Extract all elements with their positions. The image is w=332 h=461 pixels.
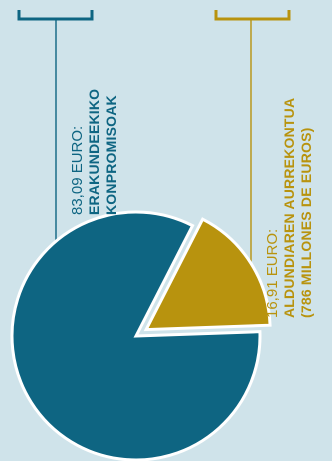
label-budget: 16,91 EURO: ALDUNDIAREN AURREKONTUA (786…: [264, 98, 315, 318]
label-budget-line-1: ALDUNDIAREN AURREKONTUA: [281, 97, 297, 318]
label-budget-amount: 16,91 EURO:: [264, 228, 281, 318]
label-institutional-amount: 83,09 EURO:: [69, 125, 86, 215]
bracket-institutional: [17, 10, 94, 21]
label-institutional: 83,09 EURO: ERAKUNDEEKIKO KONPROMISOAK: [69, 89, 120, 215]
bracket-budget: [214, 10, 291, 21]
label-institutional-line-1: ERAKUNDEEKIKO: [86, 88, 102, 215]
label-budget-line-2: (786 MILLONES DE EUROS): [298, 127, 314, 318]
pie-slice-institutional: [10, 210, 262, 461]
label-institutional-line-2: KONPROMISOAK: [103, 95, 119, 215]
pie-slice-budget: [143, 217, 272, 332]
